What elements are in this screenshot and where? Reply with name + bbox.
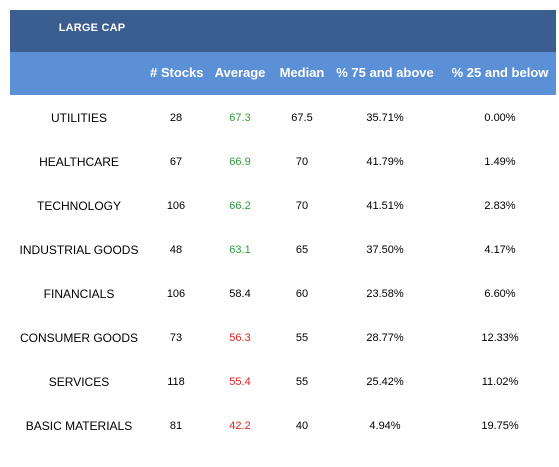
column-header-row: # Stocks Average Median % 75 and above %…	[10, 52, 556, 95]
table-row: FINANCIALS 106 58.4 60 23.58% 6.60%	[10, 271, 556, 315]
cell-pct75: 23.58%	[366, 288, 404, 300]
cell-pct75: 35.71%	[366, 112, 404, 124]
cell-median: 55	[295, 376, 309, 388]
table-row: UTILITIES 28 67.3 67.5 35.71% 0.00%	[10, 95, 556, 139]
cell-pct75: 4.94%	[369, 420, 401, 432]
cell-stocks: 106	[166, 288, 186, 300]
table-row: INDUSTRIAL GOODS 48 63.1 65 37.50% 4.17%	[10, 227, 556, 271]
cell-median: 55	[295, 332, 309, 344]
header-pct25: % 25 and below	[451, 65, 549, 80]
cell-sector: UTILITIES	[50, 111, 107, 125]
cell-pct25: 6.60%	[484, 288, 516, 300]
cell-median: 67.5	[291, 112, 313, 124]
cell-sector: TECHNOLOGY	[36, 199, 121, 213]
cell-pct75: 37.50%	[366, 244, 404, 256]
cell-sector: HEALTHCARE	[39, 155, 119, 169]
cell-pct25: 4.17%	[484, 244, 516, 256]
cell-stocks: 48	[169, 244, 183, 256]
cell-median: 40	[295, 420, 309, 432]
table-row: BASIC MATERIALS 81 42.2 40 4.94% 19.75%	[10, 403, 556, 447]
header-pct75: % 75 and above	[336, 65, 434, 80]
table-row: HEALTHCARE 67 66.9 70 41.79% 1.49%	[10, 139, 556, 183]
cell-pct25: 2.83%	[484, 200, 516, 212]
cell-average: 56.3	[229, 332, 251, 344]
cell-sector: INDUSTRIAL GOODS	[19, 243, 139, 257]
cell-median: 65	[295, 244, 309, 256]
cell-average: 58.4	[229, 288, 251, 300]
header-average: Average	[214, 65, 266, 80]
cell-pct25: 0.00%	[484, 112, 516, 124]
cell-pct25: 19.75%	[481, 420, 519, 432]
cell-average: 66.9	[229, 156, 251, 168]
cell-stocks: 73	[169, 332, 183, 344]
cell-stocks: 81	[169, 420, 183, 432]
table-row: TECHNOLOGY 106 66.2 70 41.51% 2.83%	[10, 183, 556, 227]
cell-median: 70	[295, 200, 309, 212]
cell-average: 55.4	[229, 376, 251, 388]
cell-stocks: 28	[169, 112, 183, 124]
table-body: UTILITIES 28 67.3 67.5 35.71% 0.00% HEAL…	[10, 95, 556, 447]
cell-stocks: 106	[166, 200, 186, 212]
cell-stocks: 67	[169, 156, 183, 168]
cell-sector: FINANCIALS	[43, 287, 115, 301]
cell-pct75: 28.77%	[366, 332, 404, 344]
cell-median: 60	[295, 288, 309, 300]
table-row: CONSUMER GOODS 73 56.3 55 28.77% 12.33%	[10, 315, 556, 359]
table-title: LARGE CAP	[58, 22, 126, 34]
cell-average: 67.3	[229, 112, 251, 124]
cell-average: 42.2	[229, 420, 251, 432]
table-row: SERVICES 118 55.4 55 25.42% 11.02%	[10, 359, 556, 403]
cell-sector: SERVICES	[48, 375, 110, 389]
cell-pct75: 25.42%	[366, 376, 404, 388]
table-title-bar: LARGE CAP	[10, 10, 556, 52]
cell-average: 63.1	[229, 244, 251, 256]
header-stocks: # Stocks	[150, 65, 204, 80]
cell-pct25: 1.49%	[484, 156, 516, 168]
cell-pct75: 41.79%	[366, 156, 404, 168]
cell-stocks: 118	[167, 376, 185, 388]
header-median: Median	[279, 65, 325, 80]
cell-average: 66.2	[229, 200, 251, 212]
cell-pct75: 41.51%	[366, 200, 404, 212]
cell-pct25: 11.02%	[481, 376, 519, 388]
cell-sector: CONSUMER GOODS	[19, 331, 138, 345]
cell-pct25: 12.33%	[481, 332, 519, 344]
cell-sector: BASIC MATERIALS	[25, 419, 133, 433]
cell-median: 70	[295, 156, 309, 168]
